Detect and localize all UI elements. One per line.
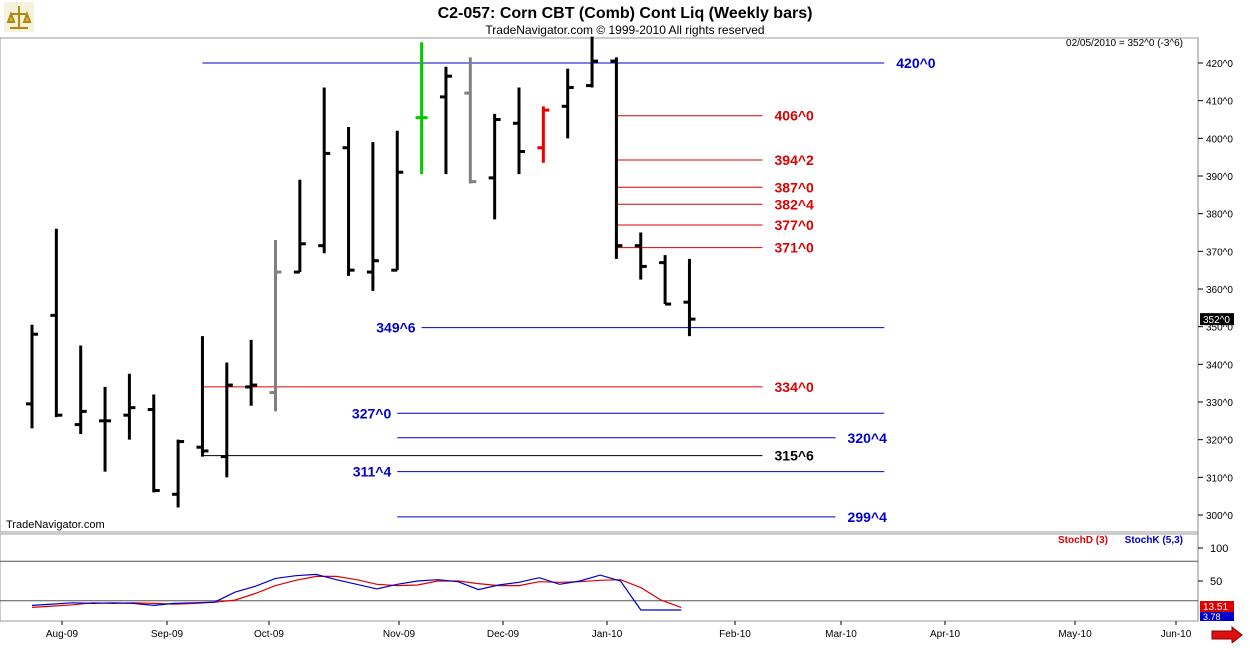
ohlc-bar (634, 232, 647, 280)
level-label: 394^2 (775, 152, 815, 168)
stoch-k-line (31, 573, 682, 611)
level-label: 420^0 (896, 55, 936, 71)
ohlc-bar (561, 68, 574, 139)
ohlc-bar (366, 142, 379, 291)
price-tick-label: 300^0 (1206, 511, 1233, 522)
month-label: Jan-10 (592, 629, 623, 640)
level-label: 311^4 (353, 464, 392, 480)
level-label: 320^4 (848, 430, 888, 446)
ohlc-bar (172, 439, 185, 508)
level-label: 327^0 (352, 405, 392, 421)
level-label: 315^6 (775, 448, 815, 464)
ohlc-bar (610, 57, 623, 259)
level-label: 377^0 (775, 217, 815, 233)
trade-navigator-logo-icon[interactable] (4, 2, 34, 32)
ohlc-bar (513, 87, 525, 175)
ohlc-bar (293, 179, 306, 274)
ohlc-bar (488, 113, 501, 220)
level-label: 371^0 (775, 240, 815, 256)
ohlc-bar (318, 87, 331, 254)
level-label: 382^4 (775, 196, 815, 212)
info-readout: 02/05/2010 = 352^0 (-3^6) (1066, 38, 1183, 49)
watermark: TradeNavigator.com (6, 519, 105, 531)
month-label: Feb-10 (719, 629, 751, 640)
ohlc-bar (269, 240, 282, 412)
ohlc-bar (391, 130, 404, 272)
month-label: Oct-09 (254, 629, 284, 640)
level-label: 349^6 (376, 320, 416, 336)
ohlc-bar (464, 57, 477, 184)
price-tick-label: 410^0 (1206, 97, 1233, 108)
stoch-k-last-box (1200, 601, 1234, 612)
ohlc-bar (439, 66, 452, 175)
ohlc-bar (342, 127, 355, 276)
month-label: Apr-10 (930, 629, 960, 640)
ohlc-bar (245, 339, 258, 406)
ohlc-bar (220, 362, 233, 478)
chart-subtitle: TradeNavigator.com © 1999-2010 All right… (485, 23, 764, 37)
price-tick-label: 400^0 (1206, 134, 1233, 145)
month-label: Nov-09 (383, 629, 416, 640)
last-price-label: 352^0 (1203, 315, 1230, 326)
ohlc-bar (586, 36, 599, 88)
price-tick-label: 350^0 (1206, 323, 1233, 334)
stoch-d-last-label: 3.78 (1203, 612, 1221, 622)
level-label: 299^4 (848, 509, 888, 525)
stoch-tick-label: 50 (1210, 576, 1222, 588)
month-label: Mar-10 (825, 629, 857, 640)
price-tick-label: 380^0 (1206, 210, 1233, 221)
level-label: 406^0 (775, 108, 815, 124)
level-label: 387^0 (775, 179, 815, 195)
stoch-d-legend: StochD (3) (1058, 535, 1108, 546)
ohlc-bar (26, 324, 38, 429)
ohlc-bar (659, 255, 672, 306)
chart-title: C2-057: Corn CBT (Comb) Cont Liq (Weekly… (438, 5, 813, 22)
last-price-box (1200, 313, 1234, 326)
level-label: 334^0 (775, 379, 815, 395)
price-tick-label: 390^0 (1206, 172, 1233, 183)
ohlc-bar (196, 336, 209, 457)
month-label: May-10 (1058, 629, 1092, 640)
price-tick-label: 310^0 (1206, 473, 1233, 484)
month-label: Aug-09 (46, 629, 79, 640)
price-tick-label: 330^0 (1206, 398, 1233, 409)
ohlc-bar (537, 106, 550, 163)
month-label: Jun-10 (1161, 629, 1192, 640)
ohlc-bar (123, 373, 136, 440)
ohlc-bar (683, 258, 696, 337)
scroll-right-arrow-icon[interactable] (1211, 625, 1243, 645)
ohlc-bar (74, 345, 87, 435)
month-label: Dec-09 (487, 629, 520, 640)
price-tick-label: 420^0 (1206, 59, 1233, 70)
price-tick-label: 360^0 (1206, 285, 1233, 296)
month-label: Sep-09 (151, 629, 184, 640)
stoch-tick-label: 100 (1210, 543, 1228, 555)
stoch-k-last-label: 13.51 (1203, 602, 1228, 613)
price-tick-label: 320^0 (1206, 436, 1233, 447)
price-tick-label: 340^0 (1206, 360, 1233, 371)
ohlc-bar (415, 42, 428, 175)
ohlc-bar (99, 386, 112, 472)
stoch-d-last-box (1200, 612, 1234, 621)
stoch-k-legend: StochK (5,3) (1125, 535, 1183, 546)
ohlc-bar (50, 228, 63, 418)
ohlc-bar (147, 394, 160, 493)
price-tick-label: 370^0 (1206, 247, 1233, 258)
